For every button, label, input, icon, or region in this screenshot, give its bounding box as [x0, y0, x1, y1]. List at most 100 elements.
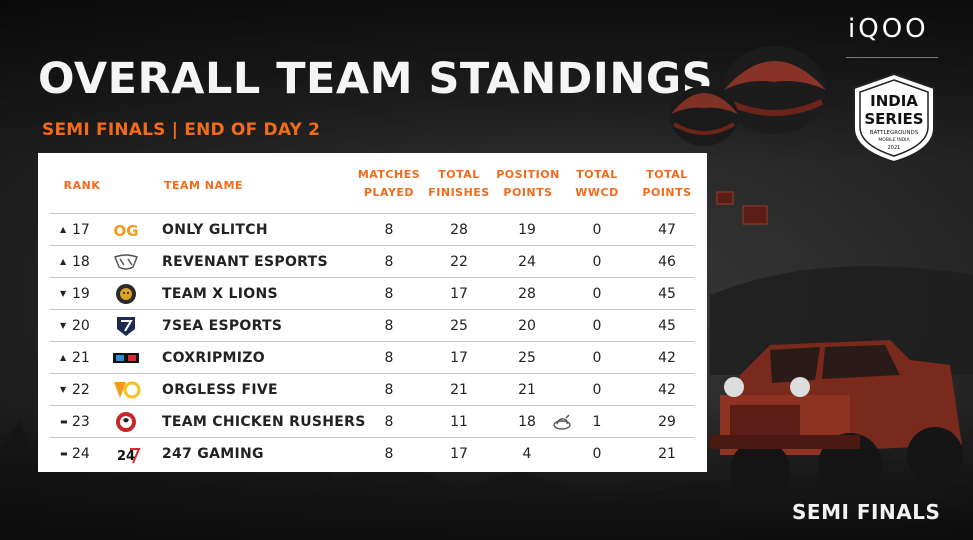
total-wwcd: 0: [592, 222, 602, 238]
total-points: 45: [658, 286, 676, 302]
trend-same-icon: ▬: [60, 417, 68, 426]
position-points: 19: [518, 222, 536, 238]
position-points: 21: [518, 382, 536, 398]
total-wwcd: 0: [592, 318, 602, 334]
header-rank: RANK: [63, 179, 101, 192]
position-points: 28: [518, 286, 536, 302]
jeep-illustration: [710, 266, 973, 500]
divider: [846, 57, 938, 58]
header-total-line1: TOTAL: [646, 168, 688, 181]
lion-logo-icon: [116, 284, 136, 304]
total-finishes: 21: [450, 382, 468, 398]
tournament-logo-line4: MOBILE INDIA: [878, 137, 910, 143]
matches-played: 8: [384, 414, 394, 430]
coxripmizo-logo-icon: [113, 353, 139, 363]
matches-played: 8: [384, 446, 394, 462]
total-points: 46: [658, 254, 676, 270]
team-name: COXRIPMIZO: [162, 350, 265, 366]
table-row: ▲ 18 REVENANT ESPORTS 8 22 24 0 46: [38, 246, 707, 278]
header-matches-line2: PLAYED: [363, 186, 415, 199]
header-position-line2: POINTS: [503, 186, 553, 199]
trend-up-icon: ▲: [60, 257, 67, 266]
parachute-crates-icon: [670, 46, 826, 146]
header-team-name: TEAM NAME: [164, 179, 243, 192]
total-wwcd: 0: [592, 254, 602, 270]
247-gaming-logo-icon: 24: [117, 448, 141, 464]
team-name: ONLY GLITCH: [162, 222, 268, 238]
total-wwcd: 0: [592, 286, 602, 302]
header-divider: [50, 213, 695, 214]
rank-value: 21: [72, 350, 90, 366]
tournament-logo-line3: BATTLEGROUNDS: [870, 130, 919, 136]
total-points: 42: [658, 382, 676, 398]
team-name: TEAM CHICKEN RUSHERS: [162, 414, 366, 430]
total-wwcd: 1: [592, 414, 602, 430]
matches-played: 8: [384, 350, 394, 366]
table-row: ▬ 23 TEAM CHICKEN RUSHERS 8 11 18 1 29: [38, 406, 707, 438]
table-row: ▲ 17 OG ONLY GLITCH 8 28 19 0 47: [38, 214, 707, 246]
table-row: ▼ 20 7SEA ESPORTS 8 25 20 0 45: [38, 310, 707, 342]
position-points: 20: [518, 318, 536, 334]
trend-same-icon: ▬: [60, 449, 68, 458]
chicken-dinner-icon: [553, 414, 571, 430]
total-points: 47: [658, 222, 676, 238]
matches-played: 8: [384, 318, 394, 334]
table-row: ▲ 21 COXRIPMIZO 8 17 25 0 42: [38, 342, 707, 374]
tournament-logo-line1: INDIA: [870, 92, 918, 110]
tournament-logo-line5: 2021: [888, 145, 901, 151]
tournament-logo: INDIA SERIES BATTLEGROUNDS MOBILE INDIA …: [853, 72, 935, 164]
team-name: TEAM X LIONS: [162, 286, 278, 302]
team-name: ORGLESS FIVE: [162, 382, 278, 398]
header-finishes-line2: FINISHES: [428, 186, 490, 199]
team-name: 247 GAMING: [162, 446, 264, 462]
total-finishes: 17: [450, 350, 468, 366]
svg-text:OG: OG: [113, 222, 138, 240]
total-points: 21: [658, 446, 676, 462]
standings-table: RANK TEAM NAME MATCHES PLAYED TOTAL FINI…: [38, 153, 707, 472]
page-title: OVERALL TEAM STANDINGS: [38, 54, 714, 104]
og-logo-icon: OG: [113, 222, 138, 240]
total-points: 29: [658, 414, 676, 430]
table-row: ▼ 19 TEAM X LIONS 8 17 28 0 45: [38, 278, 707, 310]
sponsor-brand: iQOO: [848, 14, 929, 44]
matches-played: 8: [384, 222, 394, 238]
matches-played: 8: [384, 286, 394, 302]
row-divider: [50, 405, 695, 406]
rank-value: 23: [72, 414, 90, 430]
header-total-points: TOTAL POINTS: [634, 166, 700, 202]
footer-stage-label: SEMI FINALS: [792, 500, 941, 524]
table-row: ▬ 24 24 247 GAMING 8 17 4 0 21: [38, 438, 707, 470]
total-finishes: 11: [450, 414, 468, 430]
trend-down-icon: ▼: [60, 321, 67, 330]
position-points: 4: [522, 446, 532, 462]
total-points: 42: [658, 350, 676, 366]
total-wwcd: 0: [592, 350, 602, 366]
rank-value: 19: [72, 286, 90, 302]
header-total-line2: POINTS: [642, 186, 692, 199]
total-finishes: 28: [450, 222, 468, 238]
trend-down-icon: ▼: [60, 385, 67, 394]
total-wwcd: 0: [592, 446, 602, 462]
row-divider: [50, 277, 695, 278]
header-total-finishes: TOTAL FINISHES: [424, 166, 494, 202]
header-wwcd-line2: WWCD: [575, 186, 619, 199]
row-divider: [50, 373, 695, 374]
header-finishes-line1: TOTAL: [438, 168, 480, 181]
rank-value: 18: [72, 254, 90, 270]
total-finishes: 17: [450, 286, 468, 302]
7sea-logo-icon: [117, 317, 135, 336]
row-divider: [50, 437, 695, 438]
trend-up-icon: ▲: [60, 353, 67, 362]
table-row: ▼ 22 ORGLESS FIVE 8 21 21 0 42: [38, 374, 707, 406]
header-matches-played: MATCHES PLAYED: [354, 166, 424, 202]
matches-played: 8: [384, 382, 394, 398]
total-wwcd: 0: [592, 382, 602, 398]
matches-played: 8: [384, 254, 394, 270]
total-finishes: 25: [450, 318, 468, 334]
total-points: 45: [658, 318, 676, 334]
header-total-wwcd: TOTAL WWCD: [564, 166, 630, 202]
header-matches-line1: MATCHES: [357, 168, 421, 181]
total-finishes: 17: [450, 446, 468, 462]
rank-value: 22: [72, 382, 90, 398]
revenant-logo-icon: [114, 254, 138, 270]
